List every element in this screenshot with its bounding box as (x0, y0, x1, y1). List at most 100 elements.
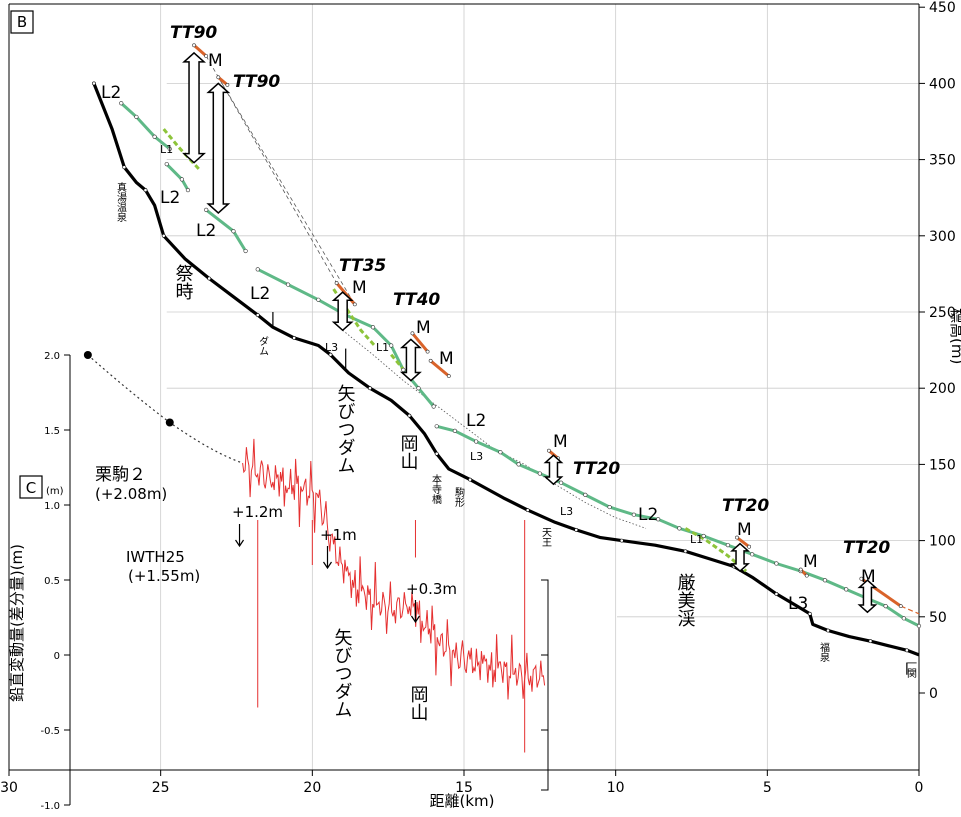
river-bed-point (807, 611, 812, 616)
station-point (165, 418, 174, 427)
label-l3-1: L3 (325, 341, 338, 354)
place-mayu-onsen: 真湯温泉 (115, 181, 127, 222)
station-iwth25-name: IWTH25 (126, 548, 185, 566)
label-l1-3: L1 (690, 533, 703, 546)
place-ichinoseki: 一関 (905, 658, 917, 679)
label-m-8: M (861, 567, 876, 587)
river-bed-point (868, 639, 873, 644)
terrace-point (134, 114, 139, 120)
river-bed-point (122, 165, 127, 170)
label-m-6: M (737, 520, 752, 540)
m-surface-line (735, 536, 751, 549)
label-l2-3: L2 (196, 221, 216, 241)
tick-label-y-c: 2.0 (44, 351, 60, 362)
uplift-arrow-tt20-3 (857, 579, 878, 614)
m-surface-point (225, 83, 230, 87)
place-komagata: 駒形 (453, 487, 465, 508)
river-bed-point (525, 508, 530, 513)
tt-label-6: TT20 (722, 496, 769, 516)
tt-label-3: TT35 (339, 256, 386, 276)
y-axis-title-c: 鉛直変動量(差分量)(m) (8, 544, 26, 702)
label-m-2: M (352, 278, 367, 298)
m-surface-point (446, 374, 451, 378)
label-m-3: M (416, 318, 431, 338)
uplift-arrow-tt20-1 (543, 454, 564, 486)
m-surface-point (204, 54, 209, 58)
label-l2-7: L3 (788, 594, 808, 614)
river-bed-point (574, 528, 579, 532)
terrace-point (537, 471, 542, 476)
terrace-point (774, 561, 779, 566)
terrace-l1-line (684, 527, 748, 573)
river-bed-point (774, 592, 779, 596)
label-l3-2: L3 (470, 450, 483, 463)
label-l2-4: L2 (250, 284, 270, 304)
tick-label-y-b: 200 (929, 381, 956, 397)
tick-label-y-b: 50 (929, 610, 947, 626)
m-surface-point (192, 43, 196, 48)
tick-label-y-b: 450 (929, 0, 956, 16)
label-m-7: M (803, 552, 818, 572)
terrace-point (285, 282, 291, 287)
terrace-point (498, 450, 503, 455)
y-axis-title-b: 標高(m) (948, 308, 961, 364)
terrace-point (370, 325, 376, 330)
river-bed-point (368, 386, 372, 391)
tick-label-y-c: 1.0 (44, 501, 60, 512)
river-bed-point (292, 336, 297, 340)
callout-arrow-head (410, 615, 420, 624)
river-bed-point (255, 313, 260, 317)
label-l2-1: L2 (101, 83, 121, 103)
callout-arrow-head (323, 561, 332, 570)
m-surface-point (859, 576, 864, 581)
river-bed-point (619, 538, 624, 543)
axis-bracket-c (541, 579, 549, 791)
terrace-point (607, 504, 612, 510)
m-surface-line (429, 359, 451, 378)
tick-label-x: 15 (455, 780, 473, 796)
station-kurikoma-name: 栗駒２ (95, 465, 146, 485)
panel-c-box (19, 475, 43, 499)
terrace-point (474, 439, 479, 444)
terrace-point (179, 177, 184, 182)
uplift-arrow-tt35 (331, 291, 354, 332)
terrace-point (516, 462, 521, 467)
terrace-point (656, 517, 661, 522)
x-axis-title: 距離(km) (429, 792, 494, 810)
label-l2-5: L2 (466, 411, 486, 431)
m-surface-point (735, 535, 739, 540)
label-m-4: M (439, 349, 454, 369)
m-surface-point (747, 544, 752, 549)
callout-arrow-head (235, 539, 245, 548)
terrace-point (677, 526, 682, 531)
tick-label-y-c: 0 (54, 651, 60, 662)
tick-label-x: 20 (303, 780, 321, 796)
river-bed-point (683, 549, 688, 554)
terrace-point (231, 229, 236, 234)
terrace-point (701, 533, 706, 539)
label-l1-2: L1 (376, 341, 389, 354)
m-surface-point (798, 567, 803, 572)
place-fukusen: 福泉 (818, 641, 830, 662)
terrace-point (167, 146, 172, 152)
m-surface-point (898, 604, 903, 609)
tick-label-y-b: 400 (929, 76, 956, 92)
label-l2-2: L2 (160, 188, 180, 208)
place-c-yabitsu-dam: 矢びつダム (332, 628, 353, 718)
uplift-arrow-tt20-2 (730, 542, 750, 573)
panel-b-label: B (17, 13, 27, 31)
terrace-point (255, 267, 260, 272)
place-c-okayama: 岡山 (408, 685, 429, 721)
tick-label-y-c: -1.0 (40, 801, 60, 812)
m-surface-line (216, 75, 229, 87)
tick-label-y-b: 300 (929, 229, 956, 245)
uplift-arrow-tt40 (399, 338, 422, 382)
place-dam: ダム (257, 336, 269, 356)
terrace-point (558, 480, 564, 485)
label-m-5: M (553, 432, 568, 452)
terrace-point (434, 424, 439, 429)
terrace-point (822, 578, 828, 583)
tt-connector-line (205, 55, 337, 284)
label-m-1: M (208, 51, 223, 71)
